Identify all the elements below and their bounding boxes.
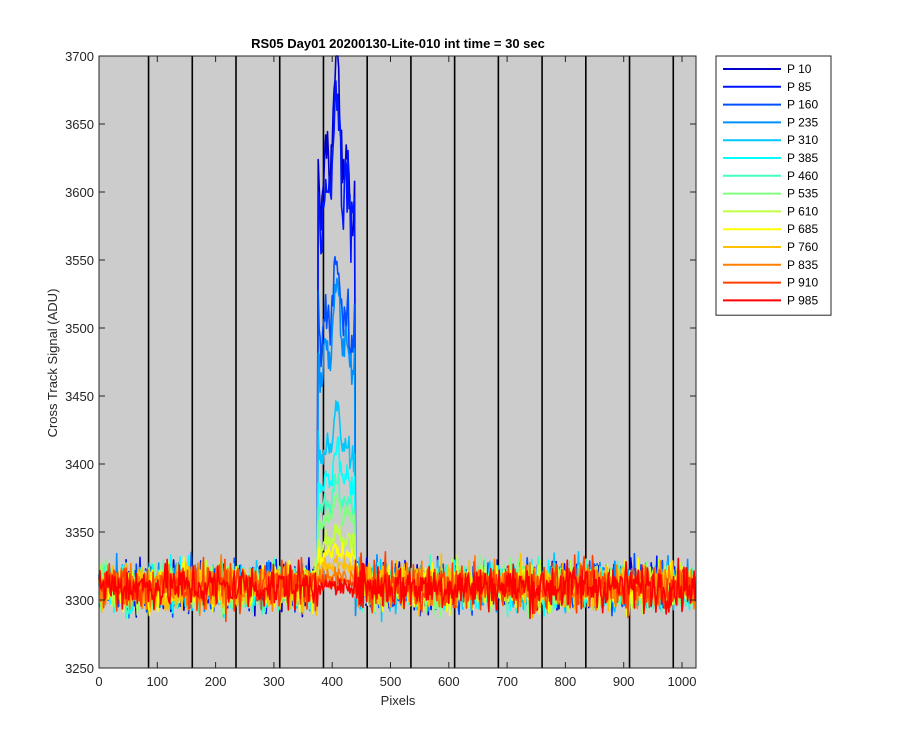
legend-box (715, 55, 832, 316)
y-tick-label-3400: 3400 (65, 457, 94, 472)
legend-label-p10: P 10 (787, 62, 812, 76)
legend-label-p835: P 835 (787, 258, 818, 272)
x-axis-ticks: 0 100 200 300 400 500 600 700 800 900 1000 (95, 56, 696, 689)
y-tick-label-3650: 3650 (65, 117, 94, 132)
legend-label-p160: P 160 (787, 98, 818, 112)
legend-label-p460: P 460 (787, 169, 818, 183)
series-layer (98, 55, 696, 623)
y-axis-label: Cross Track Signal (ADU) (45, 289, 60, 438)
y-tick-label-3550: 3550 (65, 253, 94, 268)
y-tick-label-3250: 3250 (65, 661, 94, 676)
x-tick-label-400: 400 (321, 674, 343, 689)
legend-label-p235: P 235 (787, 115, 818, 129)
x-tick-label-500: 500 (380, 674, 402, 689)
plot-frame (98, 55, 697, 669)
legend-label-p85: P 85 (787, 80, 812, 94)
y-tick-label-3450: 3450 (65, 389, 94, 404)
x-tick-label-300: 300 (263, 674, 285, 689)
legend-label-p535: P 535 (787, 187, 818, 201)
legend: P 10 P 85 P 160 P 235 P 310 P 385 P 460 P 535 P … (715, 55, 832, 316)
legend-label-p385: P 385 (787, 151, 818, 165)
y-tick-label-3350: 3350 (65, 525, 94, 540)
series-line-p985 (98, 557, 696, 620)
y-axis-ticks: 3250 3300 3350 3400 3450 3500 3550 3600 3650 3700 (65, 49, 696, 676)
legend-label-p910: P 910 (787, 276, 818, 290)
x-tick-label-0: 0 (95, 674, 102, 689)
legend-label-p610: P 610 (787, 204, 818, 218)
x-tick-label-1000: 1000 (668, 674, 697, 689)
y-tick-label-3300: 3300 (65, 593, 94, 608)
x-axis-label: Pixels (381, 693, 416, 708)
x-tick-label-900: 900 (613, 674, 635, 689)
x-tick-label-100: 100 (146, 674, 168, 689)
x-tick-label-700: 700 (496, 674, 518, 689)
y-tick-label-3600: 3600 (65, 185, 94, 200)
legend-label-p310: P 310 (787, 133, 818, 147)
x-tick-label-600: 600 (438, 674, 460, 689)
y-tick-label-3700: 3700 (65, 49, 94, 64)
legend-label-p685: P 685 (787, 222, 818, 236)
x-tick-label-800: 800 (555, 674, 577, 689)
x-tick-label-200: 200 (205, 674, 227, 689)
y-tick-label-3500: 3500 (65, 321, 94, 336)
legend-label-p760: P 760 (787, 240, 818, 254)
legend-label-p985: P 985 (787, 293, 818, 307)
chart-title: RS05 Day01 20200130-Lite-010 int time = … (251, 36, 545, 51)
